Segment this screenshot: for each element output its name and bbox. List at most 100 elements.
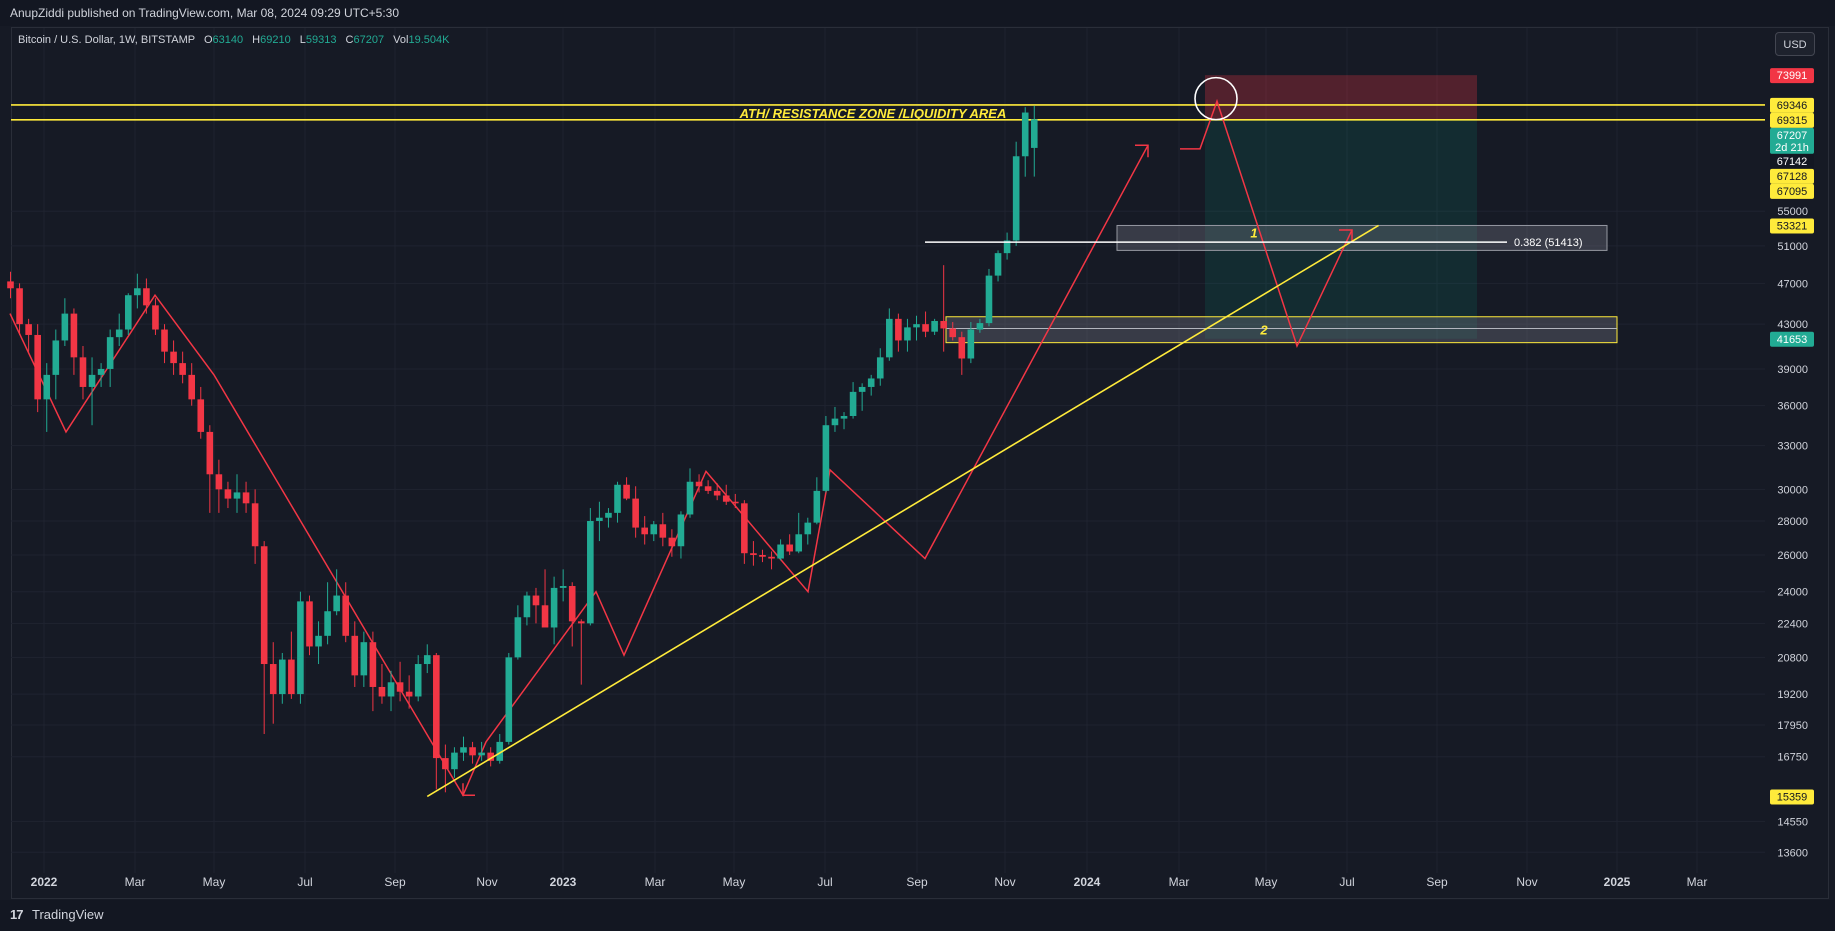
candle-body — [297, 601, 304, 695]
price-label-text: 69346 — [1777, 100, 1808, 112]
candle-body — [106, 337, 114, 369]
candle-body — [641, 527, 648, 535]
candle-body — [260, 546, 268, 665]
candle-body — [541, 605, 549, 628]
candle-body — [858, 386, 866, 392]
price-label-countdown: 2d 21h — [1775, 142, 1809, 154]
y-tick-label: 19200 — [1777, 689, 1808, 701]
candle-body — [659, 524, 667, 538]
candle-body — [224, 489, 232, 499]
candle-body — [124, 295, 132, 330]
candle-body — [279, 659, 286, 695]
candle-body — [967, 329, 975, 359]
candle-body — [405, 691, 413, 697]
high-value: 69210 — [260, 34, 291, 46]
candle-body — [668, 537, 676, 547]
x-tick-label: Nov — [994, 875, 1015, 889]
candle-body — [949, 328, 957, 338]
candle-body — [487, 752, 494, 761]
price-label-text: 69315 — [1777, 115, 1808, 127]
candle-body — [886, 318, 893, 358]
price-label-box — [1770, 127, 1814, 154]
x-tick-label: Mar — [1687, 875, 1708, 889]
candle-body — [813, 490, 821, 523]
close-label: C — [345, 34, 354, 46]
x-tick-label: Mar — [125, 875, 146, 889]
candle-body — [596, 517, 603, 521]
candle-body — [804, 522, 812, 535]
x-tick-label: Nov — [1516, 875, 1537, 889]
volume-value: 19.504K — [408, 34, 450, 46]
candle-body — [433, 655, 440, 759]
y-tick-label: 22400 — [1777, 618, 1808, 630]
fib-level-label: 0.382 (51413) — [1514, 237, 1583, 249]
x-tick-label: 2024 — [1074, 875, 1101, 889]
candle-body — [306, 601, 313, 647]
candle-body — [523, 595, 531, 618]
candle-body — [1003, 240, 1011, 254]
x-tick-label: Sep — [1426, 875, 1448, 889]
x-tick-label: Jul — [817, 875, 832, 889]
candle-body — [904, 327, 911, 341]
y-tick-label: 28000 — [1777, 516, 1808, 528]
price-label-text: 67207 — [1777, 130, 1808, 142]
candle-body — [369, 642, 377, 687]
grid-layer — [11, 28, 1765, 873]
pattern-arrowhead — [1339, 229, 1353, 242]
price-label-text: 67142 — [1777, 156, 1808, 168]
candle-body — [840, 415, 848, 419]
price-label-text: 73991 — [1777, 70, 1808, 82]
zones-layer — [11, 75, 1765, 344]
candle-body — [25, 324, 32, 335]
candle-body — [922, 324, 929, 332]
candle-body — [677, 514, 685, 547]
x-tick-label: Mar — [645, 875, 666, 889]
candle-body — [985, 275, 993, 324]
price-label-text: 53321 — [1777, 220, 1808, 232]
candle-body — [288, 659, 295, 695]
candle-body — [958, 337, 966, 359]
candle-body — [931, 320, 938, 332]
symbol-name: Bitcoin / U.S. Dollar, 1W, BITSTAMP — [18, 34, 195, 46]
x-axis: 2022 Mar May Jul Sep Nov 2023 Mar May Jul Sep Nov 20… — [31, 875, 1708, 889]
candle-body — [976, 323, 984, 330]
pattern-arrowhead — [1135, 144, 1149, 158]
y-tick-label: 39000 — [1777, 364, 1808, 376]
candle-body — [759, 554, 766, 557]
candle-body — [559, 586, 567, 588]
candle-body — [940, 320, 947, 329]
close-value: 67207 — [353, 34, 385, 46]
candle-body — [786, 544, 793, 552]
candle-body — [650, 524, 658, 535]
candle-body — [387, 682, 395, 697]
published-text: AnupZiddi published on TradingView.com, … — [10, 6, 400, 20]
open-label: O — [203, 34, 213, 46]
candle-body — [333, 595, 340, 612]
symbol-legend: Bitcoin / U.S. Dollar, 1W, BITSTAMP O631… — [18, 34, 449, 46]
price-label-box — [1770, 97, 1814, 113]
candle-body — [505, 657, 513, 742]
tradingview-logo-icon[interactable]: 17 — [10, 907, 24, 922]
candle-body — [269, 664, 277, 695]
candle-body — [43, 374, 51, 400]
price-label-box — [1770, 168, 1814, 184]
y-tick-label: 24000 — [1777, 587, 1808, 599]
price-label-box — [1770, 112, 1814, 128]
volume-label: Vol — [393, 34, 409, 46]
high-label: H — [252, 34, 261, 46]
candle-body — [351, 635, 359, 676]
candle-body — [79, 357, 87, 387]
tradingview-brand[interactable]: TradingView — [32, 907, 104, 922]
currency-button[interactable]: USD — [1775, 32, 1815, 56]
candle-body — [1021, 112, 1029, 157]
candle-body — [7, 281, 14, 289]
candle-body — [695, 481, 703, 487]
position-stop-zone — [1205, 75, 1477, 120]
candle-body — [686, 481, 694, 515]
chart-frame[interactable] — [11, 27, 1829, 899]
candle-body — [16, 288, 23, 325]
candle-body — [577, 621, 585, 624]
candle-body — [795, 534, 803, 552]
